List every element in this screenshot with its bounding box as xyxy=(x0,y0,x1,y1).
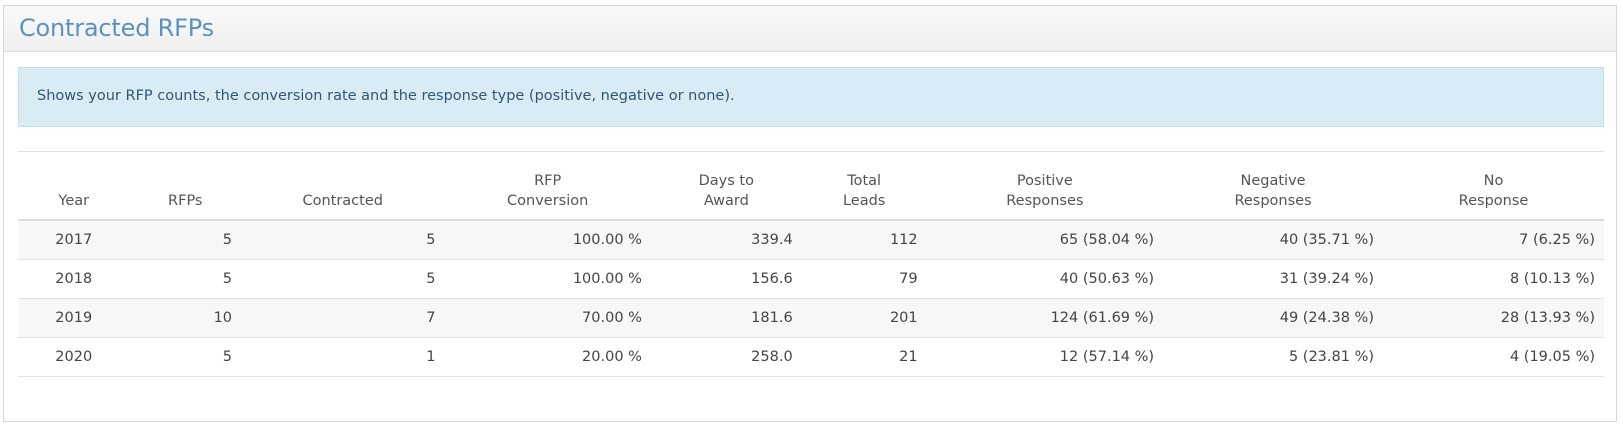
table-row: 2018 5 5 100.00 % 156.6 79 40 (50.63 %) … xyxy=(18,259,1604,299)
rfp-table-container: Year RFPs Contracted RFP Conversion Days … xyxy=(18,151,1604,377)
col-header-positive-responses[interactable]: Positive Responses xyxy=(1006,173,1084,209)
cell-contracted: 5 xyxy=(241,259,445,299)
cell-days-to-award: 181.6 xyxy=(650,298,802,338)
cell-negative-responses: 5 (23.81 %) xyxy=(1163,337,1383,377)
table-row: 2017 5 5 100.00 % 339.4 112 65 (58.04 %)… xyxy=(18,220,1604,260)
col-header-rfp-conversion[interactable]: RFP Conversion xyxy=(507,173,589,209)
cell-positive-responses: 124 (61.69 %) xyxy=(926,298,1164,338)
cell-contracted: 5 xyxy=(241,220,445,260)
col-header-contracted[interactable]: Contracted xyxy=(302,193,383,209)
cell-total-leads: 79 xyxy=(801,259,927,299)
cell-year: 2017 xyxy=(18,220,130,260)
cell-contracted: 7 xyxy=(241,298,445,338)
col-header-rfps[interactable]: RFPs xyxy=(168,193,203,209)
col-header-no-response[interactable]: No Response xyxy=(1458,173,1529,209)
info-text: Shows your RFP counts, the conversion ra… xyxy=(37,88,735,104)
cell-rfp-conversion: 100.00 % xyxy=(444,220,651,260)
col-header-negative-responses[interactable]: Negative Responses xyxy=(1234,173,1312,209)
panel-title: Contracted RFPs xyxy=(19,14,214,42)
cell-rfps: 10 xyxy=(129,298,242,338)
contracted-rfps-panel: Contracted RFPs Shows your RFP counts, t… xyxy=(3,5,1617,422)
cell-no-response: 28 (13.93 %) xyxy=(1383,298,1604,338)
cell-positive-responses: 65 (58.04 %) xyxy=(926,220,1164,260)
cell-year: 2019 xyxy=(18,298,130,338)
cell-total-leads: 21 xyxy=(801,337,927,377)
cell-year: 2018 xyxy=(18,259,130,299)
cell-no-response: 8 (10.13 %) xyxy=(1383,259,1604,299)
cell-rfp-conversion: 100.00 % xyxy=(444,259,651,299)
col-header-year[interactable]: Year xyxy=(58,193,90,209)
cell-positive-responses: 40 (50.63 %) xyxy=(926,259,1164,299)
cell-negative-responses: 49 (24.38 %) xyxy=(1163,298,1383,338)
cell-negative-responses: 31 (39.24 %) xyxy=(1163,259,1383,299)
cell-days-to-award: 339.4 xyxy=(650,220,802,260)
cell-total-leads: 112 xyxy=(801,220,927,260)
table-header-row: Year RFPs Contracted RFP Conversion Days … xyxy=(18,151,1604,220)
cell-rfp-conversion: 70.00 % xyxy=(444,298,651,338)
cell-days-to-award: 156.6 xyxy=(650,259,802,299)
cell-positive-responses: 12 (57.14 %) xyxy=(926,337,1164,377)
rfp-table: Year RFPs Contracted RFP Conversion Days … xyxy=(18,151,1604,377)
cell-rfps: 5 xyxy=(129,337,242,377)
table-row: 2020 5 1 20.00 % 258.0 21 12 (57.14 %) 5… xyxy=(18,337,1604,377)
cell-year: 2020 xyxy=(18,337,130,377)
cell-contracted: 1 xyxy=(241,337,445,377)
cell-rfps: 5 xyxy=(129,220,242,260)
cell-no-response: 7 (6.25 %) xyxy=(1383,220,1604,260)
cell-days-to-award: 258.0 xyxy=(650,337,802,377)
cell-rfp-conversion: 20.00 % xyxy=(444,337,651,377)
panel-header: Contracted RFPs xyxy=(4,6,1616,52)
cell-no-response: 4 (19.05 %) xyxy=(1383,337,1604,377)
cell-negative-responses: 40 (35.71 %) xyxy=(1163,220,1383,260)
col-header-total-leads[interactable]: Total Leads xyxy=(842,173,886,209)
info-alert: Shows your RFP counts, the conversion ra… xyxy=(18,67,1604,127)
col-header-days-to-award[interactable]: Days to Award xyxy=(698,173,754,209)
cell-rfps: 5 xyxy=(129,259,242,299)
cell-total-leads: 201 xyxy=(801,298,927,338)
table-row: 2019 10 7 70.00 % 181.6 201 124 (61.69 %… xyxy=(18,298,1604,338)
